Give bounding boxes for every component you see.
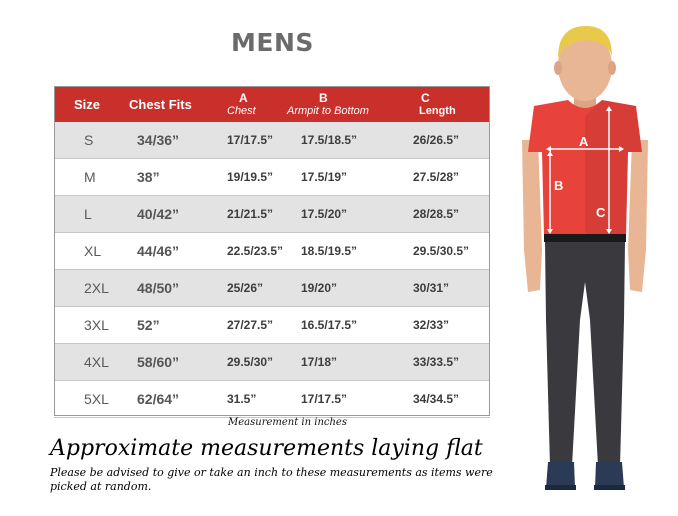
cell-size: L bbox=[54, 195, 117, 233]
header-a: A Chest bbox=[217, 86, 287, 122]
header-c-letter: C bbox=[421, 91, 430, 105]
figure-pants bbox=[545, 242, 625, 466]
cell-size: 4XL bbox=[54, 343, 117, 381]
table-row: 2XL 48/50” 25/26” 19/20” 30/31” bbox=[54, 269, 490, 307]
cell-chest-fits: 48/50” bbox=[117, 269, 217, 307]
cell-b: 17/18” bbox=[287, 343, 397, 381]
page-title: MENS bbox=[231, 28, 314, 57]
header-b-letter: B bbox=[319, 91, 328, 105]
figure-label-b: B bbox=[554, 178, 563, 193]
figure-arm-right bbox=[628, 140, 648, 292]
cell-b: 19/20” bbox=[287, 269, 397, 307]
table-row: S 34/36” 17/17.5” 17.5/18.5” 26/26.5” bbox=[54, 122, 490, 159]
figure-sole-left bbox=[545, 485, 576, 490]
table-row: L 40/42” 21/21.5” 17.5/20” 28/28.5” bbox=[54, 195, 490, 233]
cell-size: S bbox=[54, 122, 117, 159]
cell-a: 17/17.5” bbox=[217, 122, 287, 159]
cell-size: 2XL bbox=[54, 269, 117, 307]
figure-shirt-shade bbox=[585, 100, 642, 236]
figure-arm-left bbox=[522, 140, 542, 292]
cell-chest-fits: 34/36” bbox=[117, 122, 217, 159]
header-b-label: Armpit to Bottom bbox=[287, 105, 369, 117]
cell-b: 17.5/19” bbox=[287, 158, 397, 196]
figure-ear-right bbox=[608, 61, 616, 75]
approx-heading: Approximate measurements laying flat bbox=[50, 436, 483, 461]
table-row: 4XL 58/60” 29.5/30” 17/18” 33/33.5” bbox=[54, 343, 490, 381]
cell-c: 29.5/30.5” bbox=[397, 232, 490, 270]
unit-note: Measurement in inches bbox=[228, 417, 347, 428]
figure-label-c: C bbox=[596, 205, 606, 220]
cell-chest-fits: 52” bbox=[117, 306, 217, 344]
cell-b: 17.5/18.5” bbox=[287, 122, 397, 159]
cell-b: 18.5/19.5” bbox=[287, 232, 397, 270]
cell-c: 28/28.5” bbox=[397, 195, 490, 233]
measurement-arrows bbox=[546, 106, 624, 234]
cell-c: 34/34.5” bbox=[397, 380, 490, 418]
advice-text: Please be advised to give or take an inc… bbox=[50, 466, 493, 493]
figure-ear-left bbox=[554, 61, 562, 75]
cell-chest-fits: 62/64” bbox=[117, 380, 217, 418]
figure-shirt bbox=[528, 100, 642, 236]
cell-b: 17.5/20” bbox=[287, 195, 397, 233]
cell-a: 22.5/23.5” bbox=[217, 232, 287, 270]
cell-size: XL bbox=[54, 232, 117, 270]
table-row: 5XL 62/64” 31.5” 17/17.5” 34/34.5” bbox=[54, 380, 490, 418]
cell-a: 19/19.5” bbox=[217, 158, 287, 196]
header-size: Size bbox=[54, 86, 117, 122]
cell-c: 27.5/28” bbox=[397, 158, 490, 196]
header-b: B Armpit to Bottom bbox=[287, 86, 397, 122]
cell-b: 17/17.5” bbox=[287, 380, 397, 418]
cell-a: 25/26” bbox=[217, 269, 287, 307]
figure-head bbox=[558, 31, 612, 101]
cell-b: 16.5/17.5” bbox=[287, 306, 397, 344]
cell-size: 5XL bbox=[54, 380, 117, 418]
figure-shoe-left bbox=[546, 462, 575, 488]
figure-sole-right bbox=[594, 485, 625, 490]
size-chart-table: Size Chest Fits A Chest B Armpit to Bott… bbox=[54, 86, 490, 418]
cell-chest-fits: 40/42” bbox=[117, 195, 217, 233]
cell-c: 26/26.5” bbox=[397, 122, 490, 159]
cell-a: 21/21.5” bbox=[217, 195, 287, 233]
figure-shoe-right bbox=[595, 462, 624, 488]
table-row: M 38” 19/19.5” 17.5/19” 27.5/28” bbox=[54, 158, 490, 196]
cell-c: 33/33.5” bbox=[397, 343, 490, 381]
table-header-row: Size Chest Fits A Chest B Armpit to Bott… bbox=[54, 86, 490, 122]
header-c: C Length bbox=[397, 86, 490, 122]
figure-belt bbox=[544, 234, 626, 242]
figure-label-a: A bbox=[579, 134, 589, 149]
cell-a: 29.5/30” bbox=[217, 343, 287, 381]
cell-a: 27/27.5” bbox=[217, 306, 287, 344]
table-row: 3XL 52” 27/27.5” 16.5/17.5” 32/33” bbox=[54, 306, 490, 344]
measurement-figure: A B C bbox=[522, 26, 648, 490]
cell-chest-fits: 44/46” bbox=[117, 232, 217, 270]
cell-c: 32/33” bbox=[397, 306, 490, 344]
cell-chest-fits: 38” bbox=[117, 158, 217, 196]
figure-hair bbox=[558, 26, 612, 58]
cell-a: 31.5” bbox=[217, 380, 287, 418]
header-c-label: Length bbox=[419, 105, 456, 117]
header-chest-fits: Chest Fits bbox=[117, 86, 217, 122]
cell-chest-fits: 58/60” bbox=[117, 343, 217, 381]
cell-c: 30/31” bbox=[397, 269, 490, 307]
table-row: XL 44/46” 22.5/23.5” 18.5/19.5” 29.5/30.… bbox=[54, 232, 490, 270]
header-a-letter: A bbox=[239, 91, 248, 105]
cell-size: M bbox=[54, 158, 117, 196]
header-a-label: Chest bbox=[227, 105, 256, 117]
cell-size: 3XL bbox=[54, 306, 117, 344]
